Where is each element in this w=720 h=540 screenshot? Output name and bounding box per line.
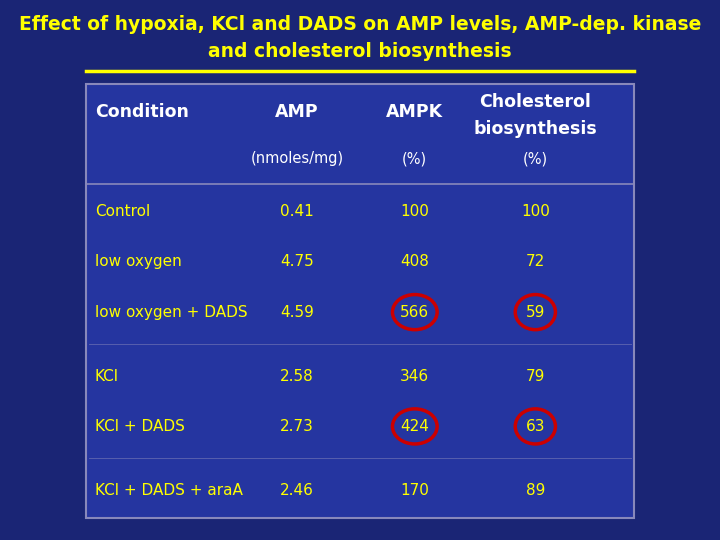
- Text: 2.73: 2.73: [280, 419, 314, 434]
- Text: 79: 79: [526, 368, 545, 383]
- Text: (nmoles/mg): (nmoles/mg): [251, 151, 343, 166]
- Text: 4.75: 4.75: [280, 254, 314, 269]
- Text: KCl + DADS + araA: KCl + DADS + araA: [95, 483, 243, 498]
- Text: Control: Control: [95, 204, 150, 219]
- Text: Effect of hypoxia, KCl and DADS on AMP levels, AMP-dep. kinase: Effect of hypoxia, KCl and DADS on AMP l…: [19, 15, 701, 34]
- Text: 63: 63: [526, 419, 545, 434]
- Text: 2.58: 2.58: [280, 368, 314, 383]
- Text: (%): (%): [523, 151, 548, 166]
- Text: 100: 100: [400, 204, 429, 219]
- Text: low oxygen + DADS: low oxygen + DADS: [95, 305, 248, 320]
- Text: low oxygen: low oxygen: [95, 254, 181, 269]
- Text: and cholesterol biosynthesis: and cholesterol biosynthesis: [208, 42, 512, 61]
- Text: 59: 59: [526, 305, 545, 320]
- Text: 4.59: 4.59: [280, 305, 314, 320]
- Text: KCl: KCl: [95, 368, 119, 383]
- Text: biosynthesis: biosynthesis: [474, 120, 597, 138]
- Text: 0.41: 0.41: [280, 204, 314, 219]
- Text: 100: 100: [521, 204, 550, 219]
- Text: 408: 408: [400, 254, 429, 269]
- Text: 2.46: 2.46: [280, 483, 314, 498]
- Text: AMP: AMP: [275, 103, 319, 120]
- Text: AMPK: AMPK: [386, 103, 444, 120]
- Text: 89: 89: [526, 483, 545, 498]
- Text: (%): (%): [402, 151, 428, 166]
- Text: 566: 566: [400, 305, 429, 320]
- Text: 170: 170: [400, 483, 429, 498]
- Text: 346: 346: [400, 368, 429, 383]
- FancyBboxPatch shape: [86, 84, 634, 518]
- Text: 72: 72: [526, 254, 545, 269]
- Text: 424: 424: [400, 419, 429, 434]
- Text: KCl + DADS: KCl + DADS: [95, 419, 185, 434]
- Text: Cholesterol: Cholesterol: [480, 93, 591, 111]
- Text: Condition: Condition: [95, 103, 189, 120]
